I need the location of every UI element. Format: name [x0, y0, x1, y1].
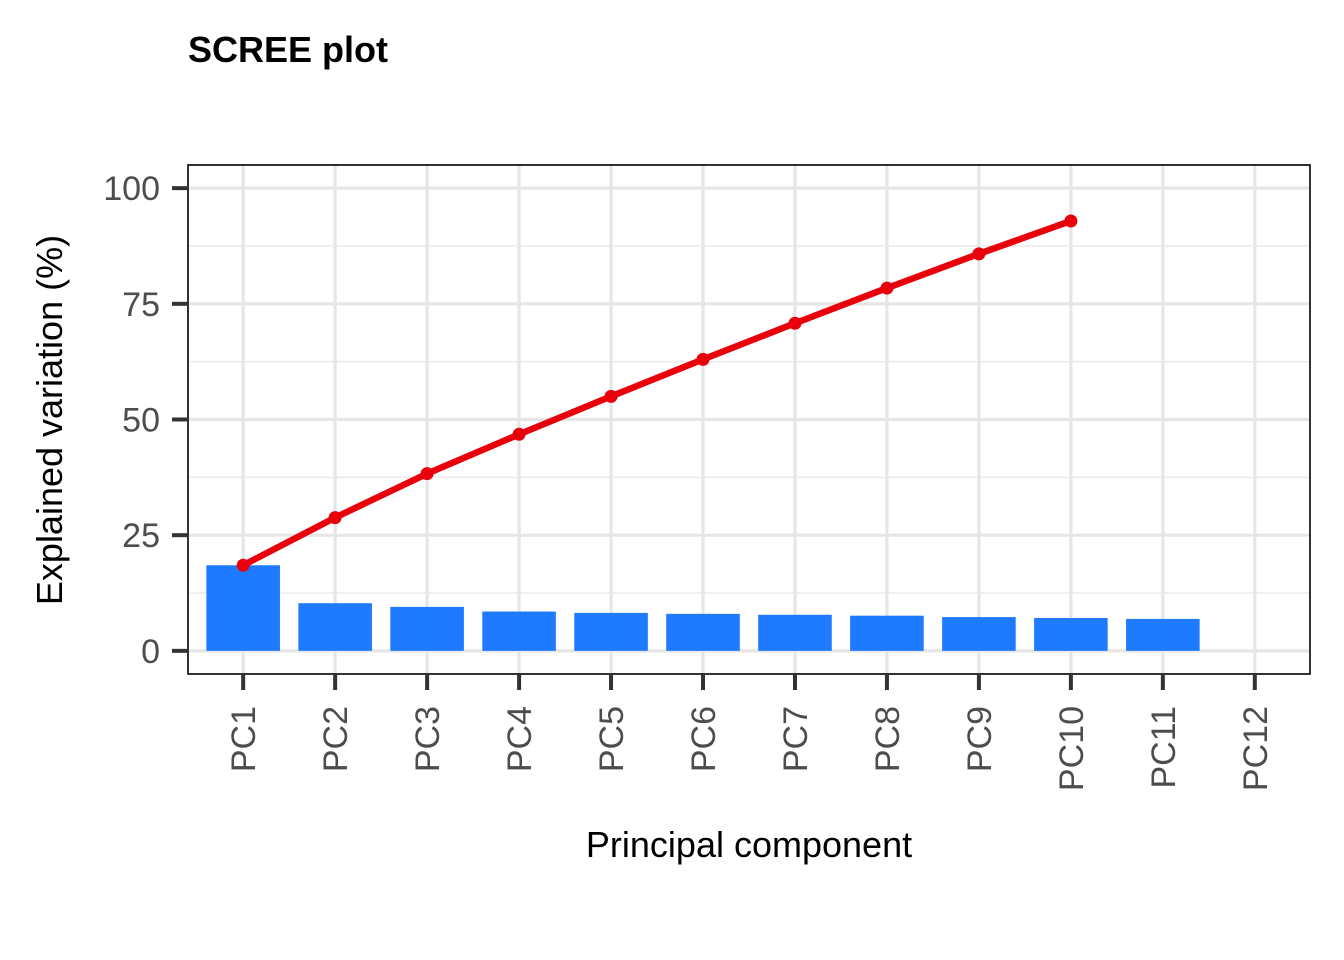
y-tick-label: 100	[103, 170, 160, 208]
x-tick-label-pc1: PC1	[225, 706, 263, 772]
y-tick-label: 0	[141, 633, 160, 671]
x-tick-label-pc8: PC8	[869, 706, 907, 772]
cumulative-line	[236, 214, 1078, 572]
bar-pc8	[850, 615, 924, 651]
x-tick-label-pc5: PC5	[593, 706, 631, 772]
x-tick-label-pc10: PC10	[1053, 706, 1091, 791]
y-axis-title: Explained variation (%)	[29, 235, 70, 605]
chart-title: SCREE plot	[188, 29, 388, 70]
x-axis-title: Principal component	[586, 824, 912, 865]
bar-pc4	[482, 611, 556, 651]
bars	[206, 565, 1200, 651]
point-pc8	[880, 281, 894, 295]
x-tick-label-pc12: PC12	[1237, 706, 1275, 791]
point-pc3	[420, 467, 434, 481]
point-pc2	[328, 511, 342, 525]
bar-pc5	[574, 612, 648, 651]
bar-pc10	[1034, 618, 1108, 651]
bar-pc9	[942, 617, 1016, 651]
point-pc4	[512, 427, 526, 441]
y-tick-label: 75	[122, 286, 160, 324]
point-pc9	[972, 247, 986, 261]
x-tick-label-pc6: PC6	[685, 706, 723, 772]
bar-pc2	[298, 603, 372, 651]
bar-pc3	[390, 606, 464, 651]
x-tick-label-pc2: PC2	[317, 706, 355, 772]
y-tick-label: 50	[122, 402, 160, 440]
point-pc6	[696, 352, 710, 366]
axes: 0 25 50 75 100 PC1 PC2 PC3 PC4 PC5 PC6 PC7 PC8 PC9 PC1…	[103, 170, 1275, 791]
bar-pc1	[206, 565, 280, 651]
bar-pc7	[758, 614, 832, 651]
grid-lines	[188, 165, 1310, 674]
point-pc10	[1064, 214, 1078, 228]
point-pc1	[236, 558, 250, 572]
point-pc7	[788, 316, 802, 330]
bar-pc6	[666, 613, 740, 651]
x-tick-label-pc7: PC7	[777, 706, 815, 772]
x-tick-label-pc3: PC3	[409, 706, 447, 772]
y-tick-label: 25	[122, 517, 160, 555]
x-tick-label-pc4: PC4	[501, 706, 539, 772]
bar-pc11	[1126, 618, 1200, 651]
point-pc5	[604, 389, 618, 403]
x-tick-label-pc11: PC11	[1145, 706, 1183, 789]
cumulative-line-path	[239, 217, 1075, 569]
x-tick-label-pc9: PC9	[961, 706, 999, 772]
